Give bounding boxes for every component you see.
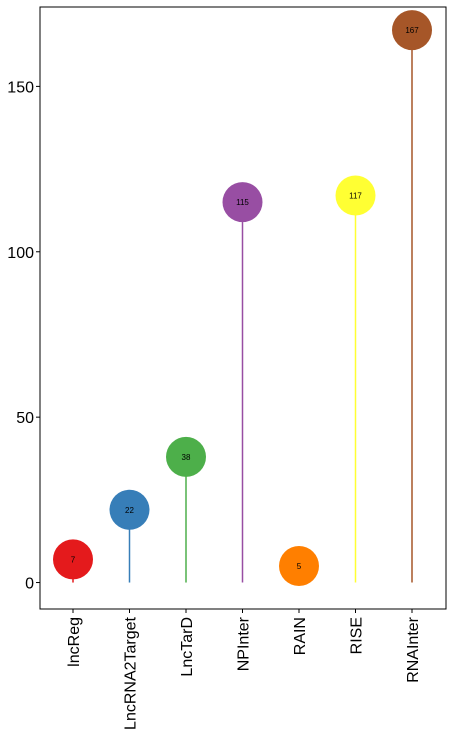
lollipop-rise: 117 [335,175,376,583]
lollipop-rnainter: 167 [392,10,432,583]
x-tick-label: LncTarD [179,617,196,677]
lollipop-point [53,539,93,580]
lollipop-point [222,182,263,223]
y-tick-label: 0 [25,576,34,593]
lollipop-point [166,436,206,477]
y-axis: 0 50 100 150 [7,79,40,593]
lollipop-point [279,546,319,586]
x-tick-label: LncRNA2Target [123,616,140,730]
x-tick-label: NPInter [236,616,253,671]
data-label: 5 [297,562,302,571]
x-tick-label: lncReg [66,617,83,667]
x-tick-label: RAIN [292,617,309,655]
y-tick-label: 150 [7,79,34,96]
lollipop-point [335,175,376,216]
lollipop-point [392,10,432,51]
lollipop-lncrna2target: 22 [109,489,150,583]
lollipop-lncreg: 7 [53,539,93,583]
x-axis: lncReg LncRNA2Target LncTarD NPInter RAIN RIS… [66,609,422,730]
data-label: 22 [125,506,134,515]
data-label: 38 [182,453,191,462]
x-tick-label: RNAInter [405,616,422,682]
lollipop-npinter: 115 [222,182,263,583]
x-tick-label: RISE [349,617,366,654]
chart-marks: 7 22 38 115 5 117 167 [53,10,432,586]
lollipop-point [109,489,150,530]
data-label: 115 [236,198,249,207]
data-label: 167 [405,26,419,35]
y-tick-label: 100 [7,245,34,262]
data-label: 7 [71,555,76,564]
y-tick-label: 50 [16,410,34,427]
data-label: 117 [349,192,362,201]
lollipop-rain: 5 [279,546,319,586]
lollipop-lnctard: 38 [166,436,206,583]
